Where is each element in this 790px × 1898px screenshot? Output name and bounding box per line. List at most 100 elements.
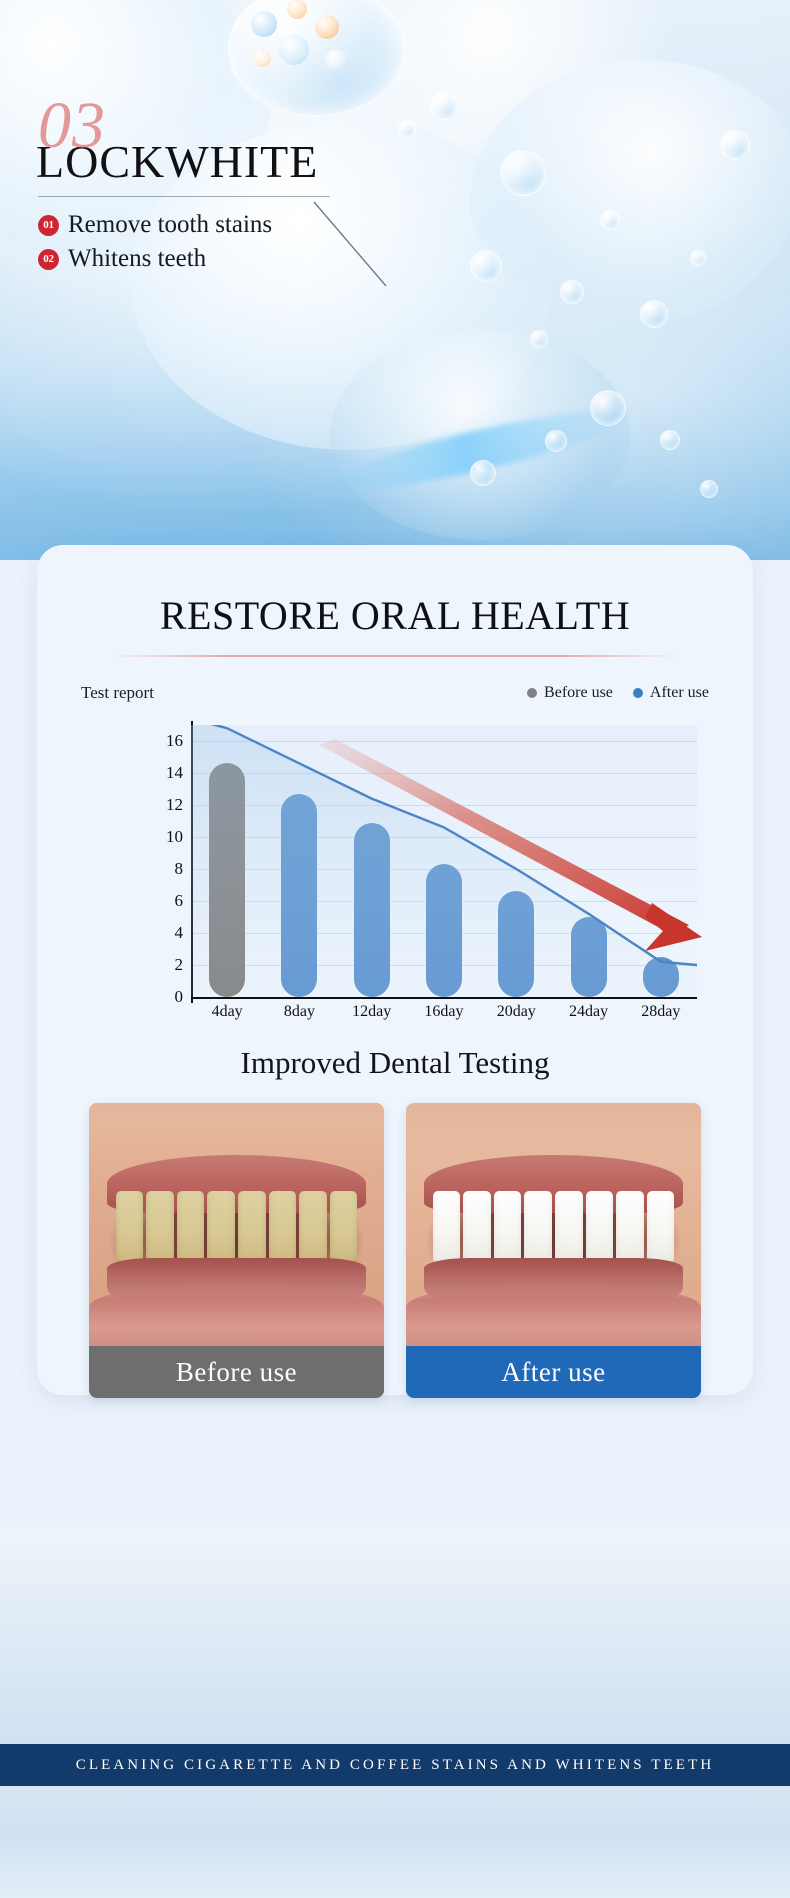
bullet-text-01: Remove tooth stains [68, 211, 273, 239]
tooth [585, 1191, 614, 1267]
bullet-badge-02: 02 [38, 248, 59, 270]
feature-bullet-2: 02 Whitens teeth [38, 245, 456, 273]
bubble-icon [560, 280, 584, 304]
footer-banner: CLEANING CIGARETTE AND COFFEE STAINS AND… [0, 1744, 790, 1786]
bullet-text-02: Whitens teeth [68, 245, 207, 273]
y-tick-label: 12 [166, 795, 183, 814]
tooth [432, 1191, 461, 1267]
bar-cell [552, 725, 624, 997]
bubble-bead [279, 35, 309, 65]
bubble-icon [530, 330, 548, 348]
x-axis-labels: 4day 8day 12day 16day 20day 24day 28day [191, 1003, 697, 1021]
y-tick-label: 4 [174, 923, 184, 942]
after-caption: After use [406, 1346, 701, 1398]
before-caption: Before use [89, 1346, 384, 1398]
x-tick-label: 28day [641, 1003, 681, 1020]
bubble-bead [315, 15, 339, 39]
bar [281, 793, 318, 997]
bubble-icon [600, 210, 620, 230]
chart-sub-caption: Improved Dental Testing [240, 1045, 550, 1080]
bar-cell [336, 725, 408, 997]
bar [353, 822, 390, 997]
bar-chart: 0 2 4 6 8 10 12 14 16 [97, 721, 737, 1025]
tooth [115, 1191, 144, 1267]
report-card: RESTORE ORAL HEALTH Test report Before u… [37, 545, 753, 1398]
bubble-icon [470, 460, 496, 486]
bar-cell [263, 725, 335, 997]
legend-item-after: After use [632, 684, 709, 702]
tooth [176, 1191, 205, 1267]
legend-dot-after-icon [632, 688, 643, 698]
tooth [616, 1191, 644, 1267]
chart-legend-row: Test report Before use After use [81, 683, 709, 703]
bar-cell [408, 725, 480, 997]
after-photo [406, 1103, 701, 1346]
legend-label-after: After use [649, 684, 709, 701]
comparison-card-before[interactable]: Before use [89, 1103, 384, 1398]
comparison-card-after[interactable]: After use [406, 1103, 701, 1398]
photo-top-shadow [89, 1103, 384, 1159]
section-number: 03 [38, 89, 106, 162]
hero-heading-block: 03 LOCKWHITE 01 Remove tooth stains 02 W… [36, 89, 456, 279]
bar [425, 864, 462, 997]
comparison-gallery: Before use [89, 1103, 701, 1398]
tooth [554, 1191, 583, 1267]
bubble-icon [545, 430, 567, 452]
tooth [207, 1191, 235, 1267]
bubble-bead [253, 49, 271, 67]
y-tick-label: 2 [174, 955, 184, 974]
bubble-icon [660, 430, 680, 450]
y-axis-labels: 0 2 4 6 8 10 12 14 16 [139, 725, 184, 1006]
lower-lip [89, 1282, 384, 1346]
bar [570, 917, 607, 997]
x-axis-line [191, 997, 697, 999]
x-tick-label: 24day [568, 1003, 609, 1020]
x-tick-label: 16day [424, 1003, 464, 1020]
bubble-icon [430, 92, 458, 120]
photo-top-shadow [406, 1103, 701, 1159]
pointer-line-icon [313, 201, 387, 287]
x-tick-label: 12day [352, 1003, 392, 1020]
chart-container: 0 2 4 6 8 10 12 14 16 [37, 717, 753, 1037]
before-photo [89, 1103, 384, 1346]
y-tick-label: 16 [166, 731, 183, 750]
bar [498, 891, 535, 997]
x-tick-label: 8day [283, 1003, 315, 1020]
y-tick-label: 14 [166, 763, 183, 782]
tooth [493, 1191, 522, 1267]
legend-item-before: Before use [527, 684, 613, 702]
brand-title: LOCKWHITE [36, 135, 319, 187]
x-tick-label: 20day [496, 1003, 536, 1020]
bubble-bead [287, 0, 307, 19]
heading-divider [38, 196, 330, 198]
feature-bullet-1: 01 Remove tooth stains [38, 211, 456, 239]
legend-dot-before-icon [527, 688, 538, 698]
footer-text: CLEANING CIGARETTE AND COFFEE STAINS AND… [75, 1756, 715, 1773]
card-title-divider [110, 655, 680, 657]
tooth [524, 1191, 552, 1267]
bubble-bead [325, 49, 347, 71]
y-tick-label: 10 [166, 827, 183, 846]
bubble-icon [700, 480, 718, 498]
x-tick-label: 4day [211, 1003, 243, 1020]
bullet-badge-01: 01 [38, 214, 59, 236]
bubble-icon [470, 250, 502, 282]
y-tick-label: 6 [174, 891, 184, 910]
chart-bars [191, 725, 697, 997]
chart-legend: Before use After use [527, 684, 709, 702]
hero-background: 03 LOCKWHITE 01 Remove tooth stains 02 W… [0, 0, 790, 560]
bubble-icon [590, 390, 626, 426]
card-title: RESTORE ORAL HEALTH [159, 593, 631, 638]
tooth [299, 1191, 327, 1267]
y-tick-label: 0 [174, 987, 184, 1006]
background-fill-mid [0, 1530, 790, 1744]
bubble-icon [398, 120, 416, 138]
bar-cell [625, 725, 697, 997]
legend-label-before: Before use [544, 684, 613, 701]
bubble-icon [720, 130, 750, 160]
bubble-icon [690, 250, 706, 266]
y-tick-label: 8 [174, 859, 184, 878]
test-report-label: Test report [81, 683, 154, 702]
bubble-icon [500, 150, 546, 196]
